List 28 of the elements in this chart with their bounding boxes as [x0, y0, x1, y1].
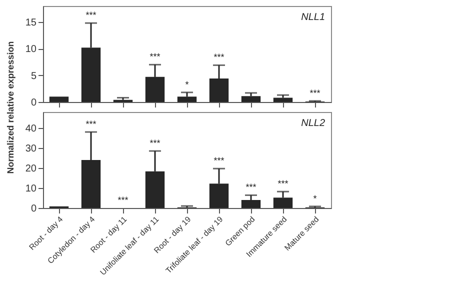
annotation: * [185, 79, 190, 90]
annotation: *** [150, 138, 161, 148]
y-tick-label: 0 [30, 204, 37, 214]
annotation: *** [246, 182, 257, 192]
annotation: *** [86, 119, 97, 129]
y-tick-label: 20 [25, 164, 37, 174]
y-tick-label: 0 [30, 98, 37, 108]
annotation: *** [278, 178, 289, 189]
y-tick-label: 10 [25, 44, 37, 56]
annotation: *** [86, 10, 97, 20]
y-tick-label: 40 [25, 124, 37, 134]
annotation: *** [310, 88, 321, 98]
annotation: * [313, 193, 318, 204]
y-axis-title: Normalized relative expression [5, 41, 16, 174]
annotation: *** [150, 52, 161, 62]
text: NLL1 [301, 12, 325, 23]
text: NLL2 [301, 118, 326, 129]
y-tick-label: 10 [25, 184, 37, 194]
y-tick-label: 15 [25, 18, 37, 28]
annotation: *** [214, 156, 225, 166]
y-tick-label: 30 [25, 144, 37, 154]
annotation: *** [118, 195, 129, 205]
bar [241, 200, 261, 208]
y-tick-label: 5 [30, 70, 37, 82]
bar [177, 96, 197, 102]
bar [241, 96, 261, 102]
annotation: *** [214, 52, 225, 62]
bar [49, 96, 69, 102]
